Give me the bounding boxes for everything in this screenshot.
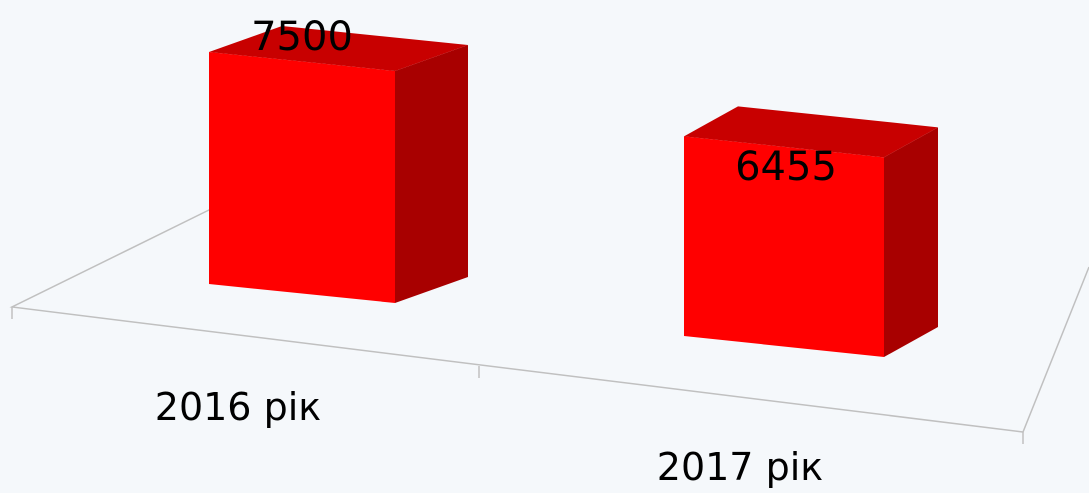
bar-side-face [395, 45, 468, 303]
category-label: 2016 рік [155, 385, 321, 429]
bar-1 [209, 26, 468, 303]
chart-bars [209, 26, 938, 357]
bar-side-face [884, 127, 938, 357]
floor-outline [9, 207, 1089, 433]
bar-2 [684, 106, 938, 357]
chart-labels: 7500 2016 рік 6455 2017 рік [155, 14, 837, 489]
bar-top-face [209, 26, 468, 71]
bar-front-face [684, 136, 884, 357]
chart-floor [9, 207, 1089, 444]
bar-top-face [684, 106, 938, 158]
data-label: 7500 [251, 14, 353, 60]
bar-front-face [209, 52, 395, 303]
category-label: 2017 рік [657, 445, 823, 489]
data-label: 6455 [735, 144, 837, 190]
